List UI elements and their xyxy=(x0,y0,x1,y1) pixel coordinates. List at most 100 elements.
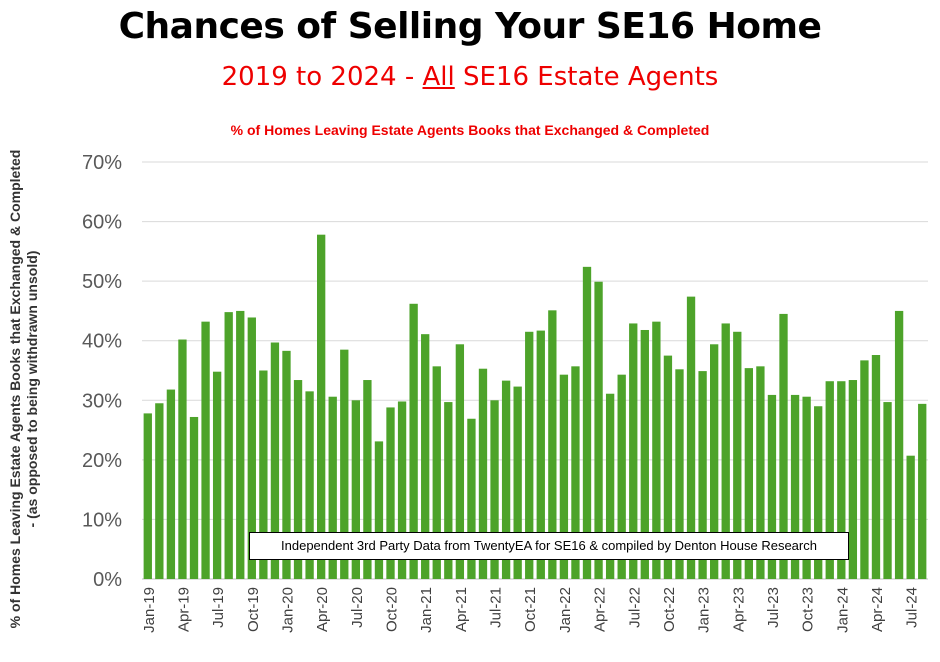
bar-Aug-24 xyxy=(918,403,927,579)
x-tick-label: Jan-22 xyxy=(557,587,574,633)
x-tick-label: Oct-22 xyxy=(661,587,678,632)
bar-Mar-20 xyxy=(305,391,314,579)
x-tick-label: Jul-21 xyxy=(488,587,505,628)
bar-Oct-20 xyxy=(386,407,395,579)
bar-Feb-19 xyxy=(155,403,164,579)
bar-Dec-22 xyxy=(686,296,696,579)
bar-Apr-21 xyxy=(455,344,465,579)
y-tick-label: 10% xyxy=(82,509,122,531)
x-tick-label: Jan-23 xyxy=(696,587,713,633)
x-tick-label: Jan-21 xyxy=(418,587,435,633)
x-tick-label: Apr-21 xyxy=(453,587,470,632)
bar-Jul-20 xyxy=(351,400,360,579)
x-tick-label: Jan-19 xyxy=(141,587,158,633)
bar-Dec-20 xyxy=(409,303,418,579)
x-tick-label: Jul-23 xyxy=(765,587,782,628)
bar-May-23 xyxy=(744,368,753,579)
bars xyxy=(143,234,927,579)
bar-Oct-21 xyxy=(525,331,534,579)
x-tick-label: Apr-23 xyxy=(730,587,747,632)
bar-Apr-23 xyxy=(733,331,742,579)
x-tick-label: Oct-23 xyxy=(800,587,817,632)
bar-Jun-20 xyxy=(340,349,349,579)
subtitle-underlined-word: All xyxy=(422,62,455,92)
y-tick-label: 20% xyxy=(82,450,122,472)
bar-Jun-22 xyxy=(617,374,626,579)
source-annotation: Independent 3rd Party Data from TwentyEA… xyxy=(249,532,849,560)
x-tick-label: Jul-20 xyxy=(349,587,366,628)
bar-Jun-21 xyxy=(478,368,488,579)
x-tick-label: Oct-21 xyxy=(522,587,539,632)
bar-Jun-24 xyxy=(894,310,904,579)
x-tick-label: Apr-19 xyxy=(175,587,192,632)
bar-Jul-22 xyxy=(629,323,638,579)
bar-Mar-24 xyxy=(860,360,869,579)
bar-May-21 xyxy=(467,418,476,579)
bar-May-24 xyxy=(883,402,892,579)
x-tick-label: Apr-20 xyxy=(314,587,331,632)
bar-Jul-19 xyxy=(212,371,222,579)
bar-Jan-19 xyxy=(143,413,152,579)
bar-Nov-21 xyxy=(536,330,545,579)
x-axis-ticks: Jan-19 Apr-19 Jul-19 Oct-19 Jan-20 Apr-20 Jul-… xyxy=(141,587,921,633)
bar-Jul-23 xyxy=(767,394,777,579)
y-tick-label: 60% xyxy=(82,212,122,234)
bar-Nov-19 xyxy=(259,370,268,579)
x-tick-label: Apr-24 xyxy=(869,587,886,632)
bar-Apr-19 xyxy=(178,339,187,579)
bar-Jul-21 xyxy=(490,400,499,579)
x-tick-label: Apr-22 xyxy=(592,587,609,632)
bar-Nov-22 xyxy=(675,369,684,579)
bar-Feb-24 xyxy=(848,380,858,579)
bar-Oct-22 xyxy=(663,355,673,579)
bar-Feb-23 xyxy=(710,344,719,579)
x-tick-label: Jul-22 xyxy=(626,587,643,628)
bar-Sep-22 xyxy=(652,321,661,579)
bar-Jan-24 xyxy=(837,381,846,579)
bar-Dec-21 xyxy=(548,310,557,579)
bar-Nov-23 xyxy=(814,406,823,579)
bar-Mar-21 xyxy=(444,402,453,579)
x-tick-label: Jan-20 xyxy=(279,587,296,633)
bar-Jan-21 xyxy=(421,334,430,579)
y-tick-label: 0% xyxy=(93,569,122,591)
y-tick-label: 50% xyxy=(82,271,122,293)
bar-Jul-24 xyxy=(906,455,915,579)
bar-Sep-19 xyxy=(236,310,245,579)
page-subtitle: 2019 to 2024 - All SE16 Estate Agents xyxy=(0,62,940,92)
bar-Dec-23 xyxy=(825,381,834,579)
bar-Feb-20 xyxy=(293,380,303,579)
x-tick-label: Oct-19 xyxy=(245,587,262,632)
bar-Oct-19 xyxy=(247,317,256,579)
bar-Apr-22 xyxy=(594,281,603,579)
bar-Aug-22 xyxy=(640,329,649,579)
x-tick-label: Jul-19 xyxy=(210,587,227,628)
y-tick-label: 30% xyxy=(82,390,122,412)
bar-Apr-20 xyxy=(317,234,326,579)
page-title: Chances of Selling Your SE16 Home xyxy=(118,6,822,47)
bar-Jan-20 xyxy=(282,350,291,579)
y-axis-ticks: 0% 10% 20% 30% 40% 50% 60% 70% xyxy=(82,152,122,591)
bar-Feb-21 xyxy=(432,366,441,579)
bar-Dec-19 xyxy=(270,342,280,579)
bar-May-20 xyxy=(328,396,337,579)
bar-Sep-23 xyxy=(790,394,800,579)
bar-Jan-23 xyxy=(698,371,707,579)
bar-Sep-20 xyxy=(374,441,384,579)
bar-Jan-22 xyxy=(559,374,569,579)
bar-Feb-22 xyxy=(571,366,580,579)
bar-Mar-23 xyxy=(721,323,730,579)
bar-Aug-23 xyxy=(779,313,788,579)
x-tick-label: Jan-24 xyxy=(834,587,851,633)
bar-Mar-19 xyxy=(166,389,176,579)
bar-Oct-23 xyxy=(802,396,811,579)
bar-Jun-23 xyxy=(756,366,765,579)
subtitle-suffix: SE16 Estate Agents xyxy=(454,62,719,92)
subtitle-prefix: 2019 to 2024 - xyxy=(221,62,423,92)
bar-Aug-19 xyxy=(224,312,233,579)
bar-May-19 xyxy=(189,416,199,579)
bar-Jun-19 xyxy=(201,321,210,579)
bar-Apr-24 xyxy=(871,355,881,579)
bar-Mar-22 xyxy=(582,266,592,579)
